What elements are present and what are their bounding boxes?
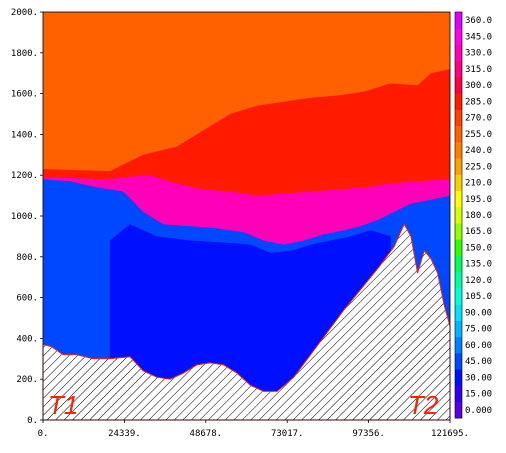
colorbar-swatch-5 (455, 320, 462, 338)
colorbar-label-22: 330.0 (465, 49, 492, 59)
colorbar-swatch-8 (455, 271, 462, 289)
y-tick-label-10: 2000. (11, 8, 38, 18)
x-tick-label-1: 24339. (108, 429, 141, 439)
colorbar-swatch-20 (455, 77, 462, 94)
y-tick-label-7: 1400. (11, 130, 38, 140)
colorbar-swatch-1 (455, 385, 462, 403)
plot-area (42, 11, 451, 421)
colorbar-label-11: 165.0 (465, 227, 492, 237)
colorbar-label-7: 105.0 (465, 292, 492, 302)
colorbar-swatch-10 (455, 239, 462, 256)
colorbar-label-3: 45.00 (465, 357, 492, 367)
colorbar-label-13: 195.0 (465, 195, 492, 205)
colorbar-swatch-6 (455, 304, 462, 321)
colorbar-label-2: 30.00 (465, 373, 492, 383)
colorbar-label-19: 285.0 (465, 97, 492, 107)
colorbar-label-5: 75.00 (465, 325, 492, 335)
y-axis: 0. 200. 400. 600. 800. 1000. 1200. 1400. 1600. 18… (11, 8, 43, 426)
y-tick-label-8: 1600. (11, 90, 38, 100)
y-tick-label-0: 0. (27, 416, 38, 426)
colorbar-swatch-15 (455, 158, 462, 175)
colorbar-label-6: 90.00 (465, 308, 492, 318)
colorbar-swatch-4 (455, 336, 462, 354)
y-tick-label-2: 400. (16, 334, 38, 344)
colorbar-label-1: 15.00 (465, 390, 492, 400)
colorbar-label-14: 210.0 (465, 179, 492, 189)
y-tick-label-4: 800. (16, 253, 38, 263)
colorbar-label-24: 360.0 (465, 16, 492, 26)
colorbar-label-16: 240.0 (465, 146, 492, 156)
y-tick-label-1: 200. (16, 375, 38, 385)
colorbar-swatch-7 (455, 288, 462, 305)
colorbar-swatch-19 (455, 93, 462, 110)
colorbar-swatch-14 (455, 174, 462, 191)
colorbar-label-15: 225.0 (465, 162, 492, 172)
colorbar-label-17: 255.0 (465, 130, 492, 140)
colorbar-swatch-23 (455, 28, 462, 45)
y-tick-label-9: 1800. (11, 49, 38, 59)
colorbar-label-8: 120.0 (465, 276, 492, 286)
colorbar-swatch-16 (455, 141, 462, 159)
x-tick-label-2: 48678. (190, 429, 223, 439)
colorbar: 0.000 15.00 30.00 45.00 60.00 75.00 90.00 105.0… (454, 11, 492, 419)
colorbar-label-10: 150.0 (465, 244, 492, 254)
colorbar-label-20: 300.0 (465, 81, 492, 91)
x-axis: 0. 24339. 48678. 73017. 97356. 121695. (38, 420, 469, 439)
colorbar-label-23: 345.0 (465, 32, 492, 42)
terrain-hatched-area (42, 223, 451, 421)
colorbar-swatch-21 (455, 60, 462, 78)
y-tick-label-5: 1000. (11, 212, 38, 222)
colorbar-swatch-18 (455, 109, 462, 126)
colorbar-swatch-22 (455, 44, 462, 62)
colorbar-swatch-24 (455, 12, 462, 29)
left-endpoint-label: T1 (48, 390, 78, 420)
x-tick-label-3: 73017. (271, 429, 304, 439)
x-tick-label-4: 97356. (352, 429, 385, 439)
colorbar-label-18: 270.0 (465, 114, 492, 124)
right-endpoint-label: T2 (408, 390, 439, 420)
colorbar-label-0: 0.000 (465, 406, 492, 416)
y-tick-label-3: 600. (16, 294, 38, 304)
colorbar-swatch-11 (455, 223, 462, 240)
colorbar-label-4: 60.00 (465, 341, 492, 351)
colorbar-swatch-0 (455, 401, 462, 419)
colorbar-swatch-12 (455, 206, 462, 224)
colorbar-label-12: 180.0 (465, 211, 492, 221)
colorbar-swatch-17 (455, 125, 462, 143)
colorbar-swatch-2 (455, 369, 462, 386)
colorbar-frame (454, 11, 463, 419)
x-tick-label-5: 121695. (431, 429, 469, 439)
colorbar-label-9: 135.0 (465, 260, 492, 270)
y-tick-label-6: 1200. (11, 171, 38, 181)
colorbar-swatch-9 (455, 255, 462, 273)
colorbar-swatch-13 (455, 190, 462, 208)
x-tick-label-0: 0. (38, 429, 49, 439)
colorbar-label-21: 315.0 (465, 65, 492, 75)
colorbar-swatch-3 (455, 353, 462, 370)
